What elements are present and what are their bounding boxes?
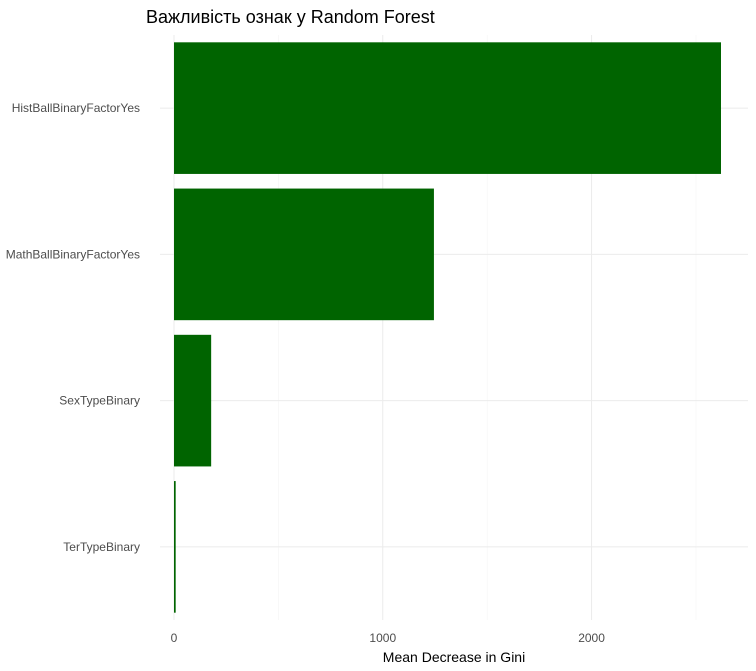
x-tick-label: 0: [171, 631, 178, 645]
x-tick-label: 1000: [369, 631, 396, 645]
y-tick-label: TerTypeBinary: [63, 540, 140, 554]
y-tick-label: MathBallBinaryFactorYes: [6, 247, 140, 261]
bar-SexTypeBinary: [174, 334, 212, 467]
bar-TerTypeBinary: [174, 481, 176, 613]
y-tick-label: SexTypeBinary: [59, 394, 140, 408]
bar-MathBallBinaryFactorYes: [174, 188, 434, 321]
y-tick-label: HistBallBinaryFactorYes: [12, 101, 140, 115]
chart-title: Важливість ознак у Random Forest: [146, 7, 435, 27]
bar-HistBallBinaryFactorYes: [174, 42, 721, 174]
x-tick-label: 2000: [578, 631, 605, 645]
y-axis-ticks: HistBallBinaryFactorYes MathBallBinaryFac…: [6, 101, 140, 554]
bars: [174, 42, 721, 613]
x-axis-ticks: 0 1000 2000: [171, 631, 606, 645]
x-axis-title: Mean Decrease in Gini: [383, 649, 525, 665]
